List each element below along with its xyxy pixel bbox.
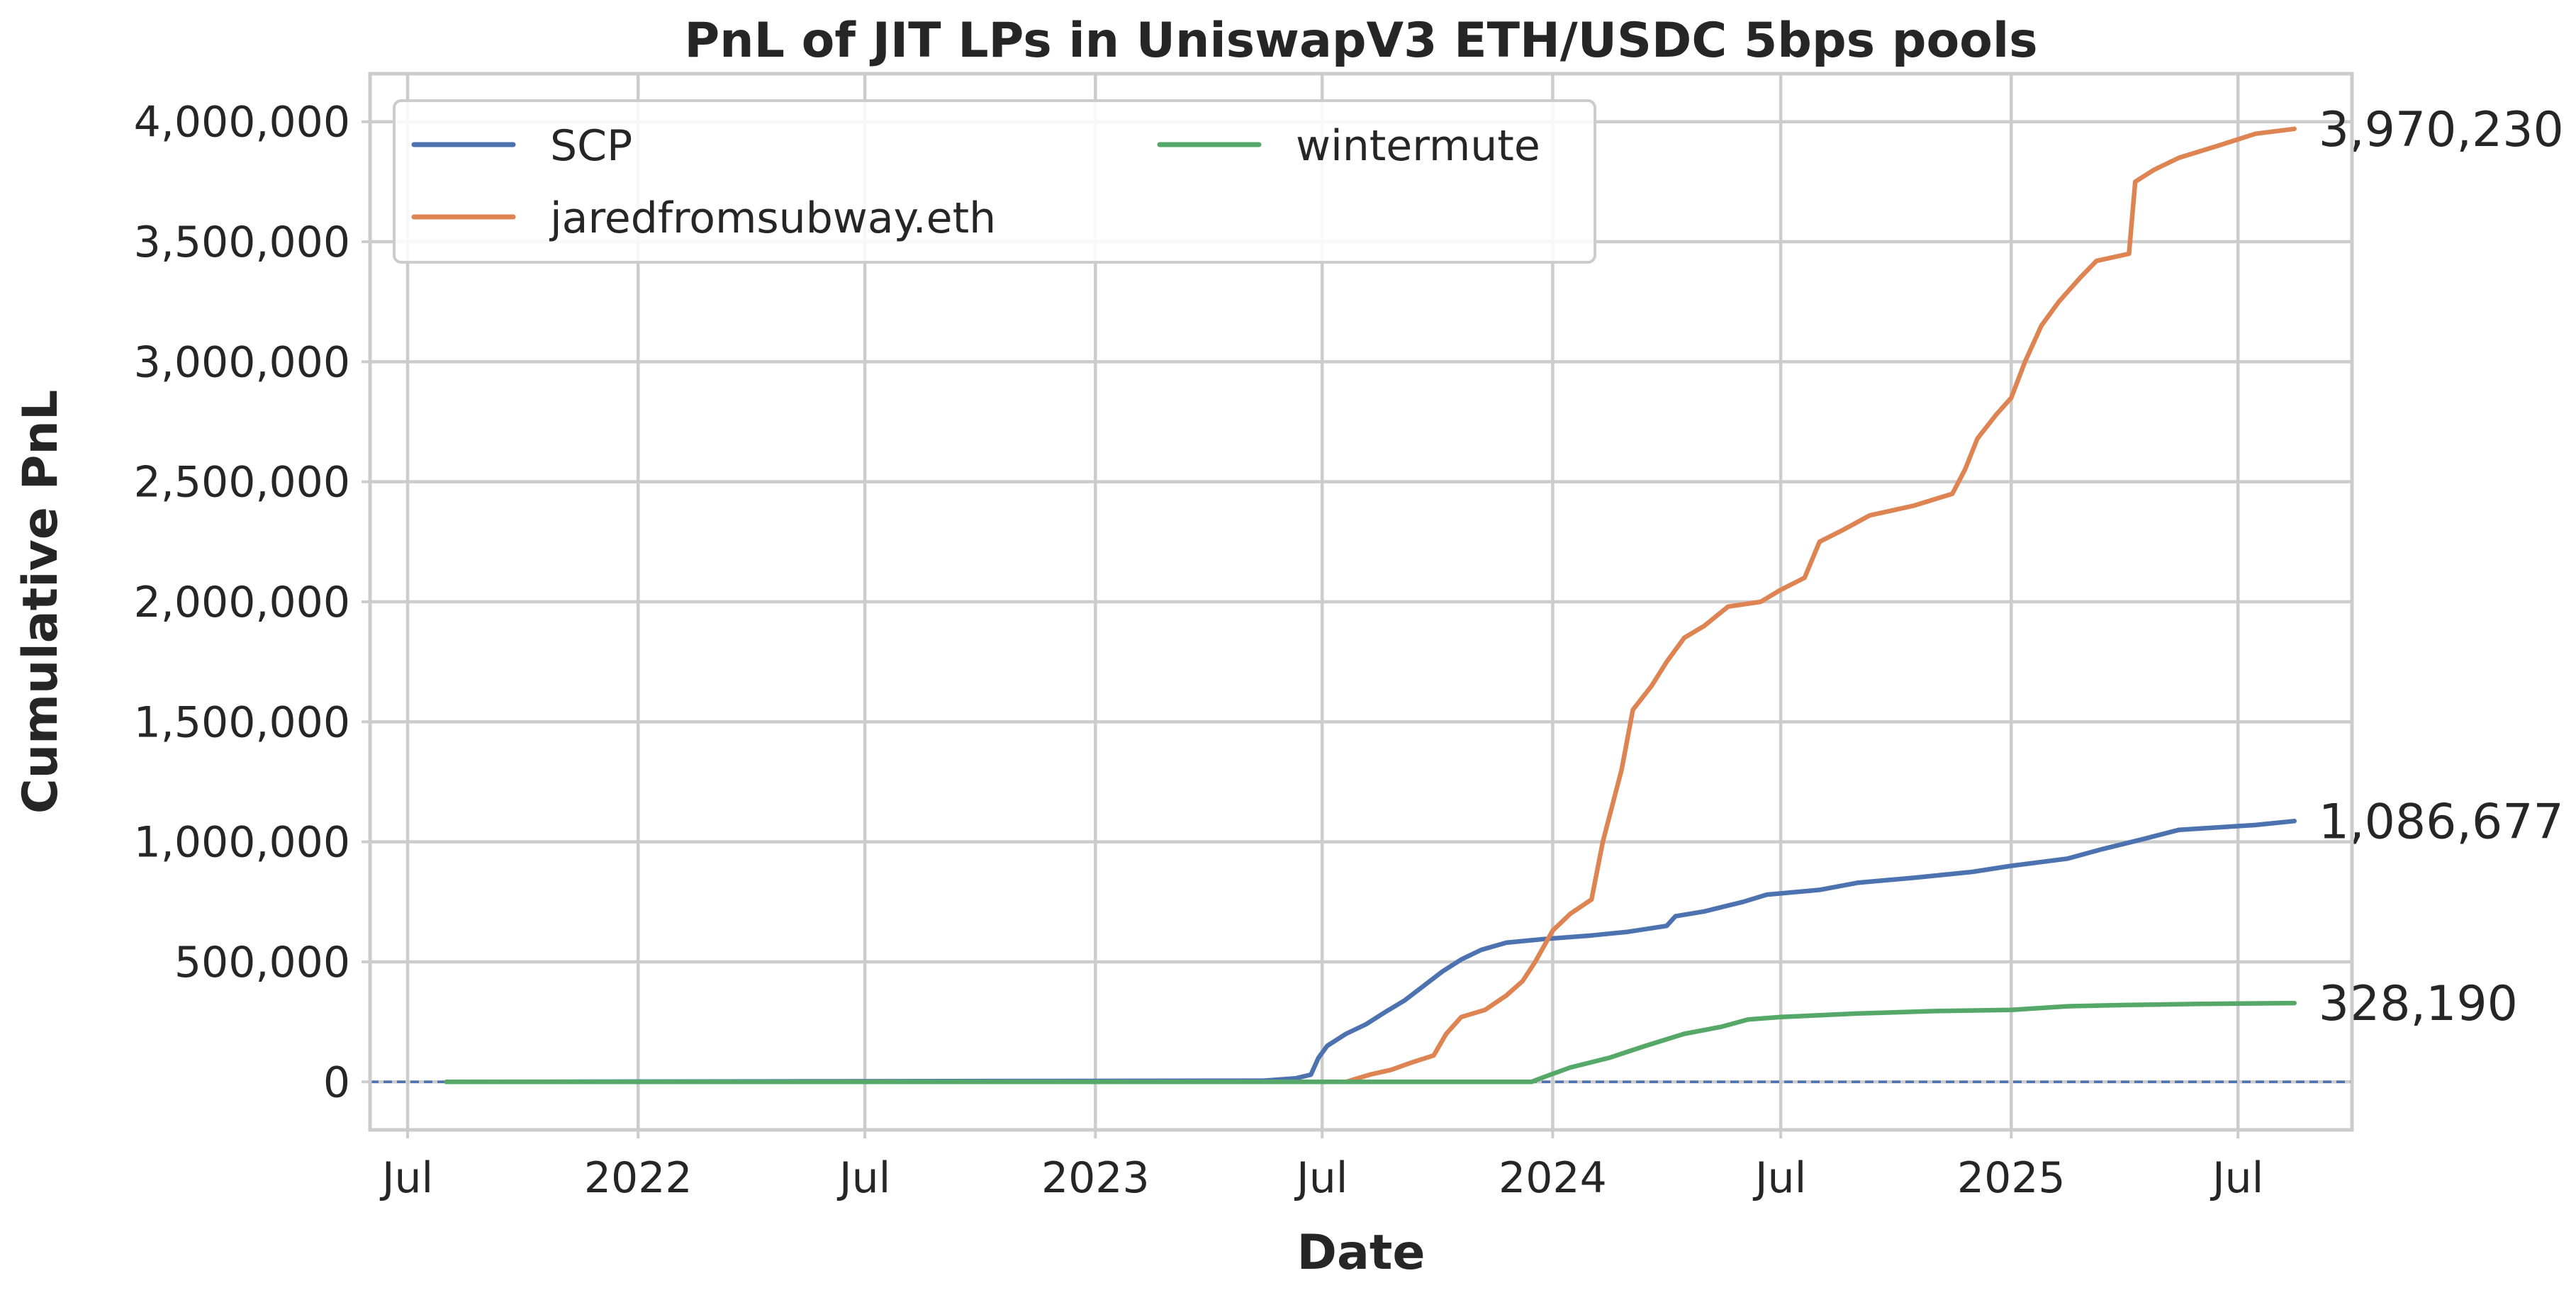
end-value-label: 3,970,230 [2319, 102, 2564, 158]
x-tick-label: 2022 [584, 1153, 693, 1203]
y-tick-label: 1,000,000 [134, 818, 350, 868]
chart-title: PnL of JIT LPs in UniswapV3 ETH/USDC 5bp… [684, 13, 2037, 69]
end-value-label: 328,190 [2319, 976, 2518, 1032]
x-tick-label: 2024 [1499, 1153, 1607, 1203]
series-line-wintermute [444, 1000, 2297, 1085]
series-lines [444, 126, 2297, 1085]
y-tick-label: 0 [323, 1058, 350, 1107]
legend-box [393, 99, 1596, 264]
legend-label: SCP [550, 121, 632, 171]
x-tick-label: Jul [1294, 1153, 1348, 1203]
y-tick-label: 4,000,000 [134, 98, 350, 147]
x-axis-title: Date [1297, 1225, 1426, 1281]
end-value-label: 1,086,677 [2319, 794, 2564, 850]
end-value-labels: 1,086,677 3,970,230 328,190 [2319, 102, 2564, 1032]
legend-label: jaredfromsubway.eth [549, 194, 996, 243]
x-tick-label: Jul [2210, 1153, 2263, 1203]
axis-ticks: 0 500,000 1,000,000 1,500,000 2,000,000 2,500… [134, 98, 2264, 1203]
series-line-jaredfromsubway-eth [1343, 126, 2297, 1085]
x-tick-label: 2025 [1957, 1153, 2066, 1203]
legend-label: wintermute [1296, 121, 1540, 171]
y-tick-label: 3,500,000 [134, 218, 350, 267]
y-tick-label: 500,000 [174, 938, 350, 987]
axes-frame [368, 72, 2354, 1132]
y-tick-label: 2,000,000 [134, 578, 350, 627]
x-tick-label: Jul [1752, 1153, 1806, 1203]
x-tick-label: Jul [379, 1153, 433, 1203]
series-line-scp [444, 819, 2297, 1085]
y-tick-label: 2,500,000 [134, 458, 350, 508]
x-tick-label: Jul [836, 1153, 890, 1203]
y-axis-title: Cumulative PnL [13, 390, 69, 814]
x-tick-label: 2023 [1041, 1153, 1150, 1203]
y-tick-label: 3,000,000 [134, 337, 350, 387]
legend: SCP jaredfromsubway.eth wintermute [393, 99, 1596, 264]
y-tick-label: 1,500,000 [134, 697, 350, 747]
